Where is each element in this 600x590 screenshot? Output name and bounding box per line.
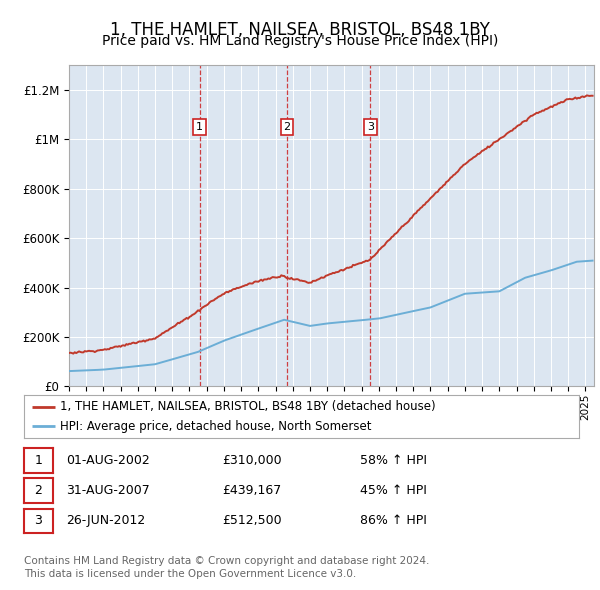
Text: 3: 3 bbox=[34, 514, 43, 527]
Text: Contains HM Land Registry data © Crown copyright and database right 2024.: Contains HM Land Registry data © Crown c… bbox=[24, 556, 430, 566]
Text: 01-AUG-2002: 01-AUG-2002 bbox=[66, 454, 150, 467]
Text: 86% ↑ HPI: 86% ↑ HPI bbox=[360, 514, 427, 527]
Text: HPI: Average price, detached house, North Somerset: HPI: Average price, detached house, Nort… bbox=[60, 420, 371, 433]
Text: £512,500: £512,500 bbox=[222, 514, 281, 527]
Text: 31-AUG-2007: 31-AUG-2007 bbox=[66, 484, 150, 497]
Text: Price paid vs. HM Land Registry's House Price Index (HPI): Price paid vs. HM Land Registry's House … bbox=[102, 34, 498, 48]
Text: 1, THE HAMLET, NAILSEA, BRISTOL, BS48 1BY: 1, THE HAMLET, NAILSEA, BRISTOL, BS48 1B… bbox=[110, 21, 490, 39]
Text: This data is licensed under the Open Government Licence v3.0.: This data is licensed under the Open Gov… bbox=[24, 569, 356, 579]
Text: 1: 1 bbox=[196, 122, 203, 132]
Text: 2: 2 bbox=[34, 484, 43, 497]
Text: 1: 1 bbox=[34, 454, 43, 467]
Text: £310,000: £310,000 bbox=[222, 454, 281, 467]
Text: 2: 2 bbox=[283, 122, 290, 132]
Text: 58% ↑ HPI: 58% ↑ HPI bbox=[360, 454, 427, 467]
Text: £439,167: £439,167 bbox=[222, 484, 281, 497]
Text: 26-JUN-2012: 26-JUN-2012 bbox=[66, 514, 145, 527]
Text: 3: 3 bbox=[367, 122, 374, 132]
Text: 1, THE HAMLET, NAILSEA, BRISTOL, BS48 1BY (detached house): 1, THE HAMLET, NAILSEA, BRISTOL, BS48 1B… bbox=[60, 400, 436, 413]
Text: 45% ↑ HPI: 45% ↑ HPI bbox=[360, 484, 427, 497]
